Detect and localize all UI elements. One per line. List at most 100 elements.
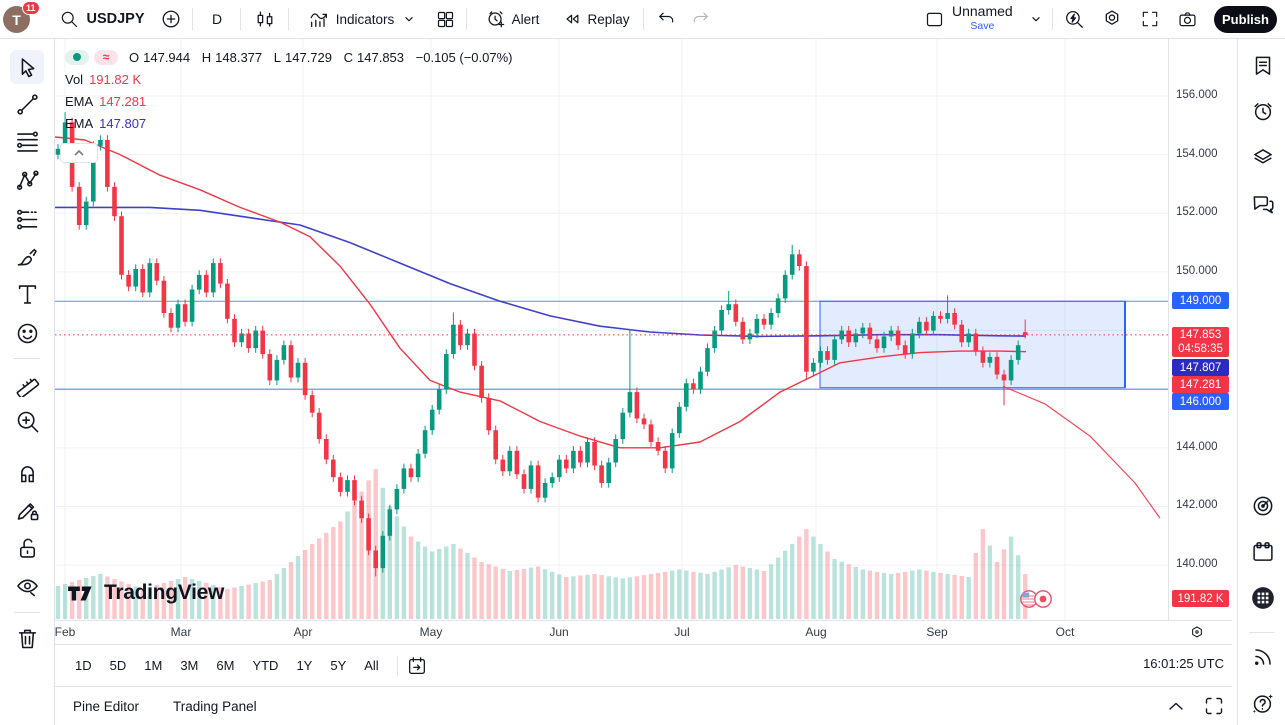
chart-style-button[interactable] — [251, 0, 279, 38]
object-tree-button[interactable] — [1248, 142, 1278, 172]
snapshot-button[interactable] — [1173, 0, 1201, 38]
replay-button[interactable]: Replay — [556, 0, 636, 38]
time-axis[interactable]: Feb Mar Apr May Jun Jul Aug Sep Oct — [55, 620, 1232, 644]
tradingview-logo-icon — [68, 586, 92, 600]
indicators-label: Indicators — [335, 11, 395, 27]
range-button-1d[interactable]: 1D — [75, 658, 92, 673]
undo-icon — [656, 9, 676, 29]
smiley-icon — [14, 320, 41, 347]
help-button[interactable] — [1248, 688, 1278, 718]
right-sidebar — [1237, 39, 1285, 725]
layout-button[interactable] — [920, 0, 948, 38]
indicator-templates-button[interactable] — [431, 0, 459, 38]
symbol-search-button[interactable]: USDJPY — [52, 0, 152, 38]
undo-button[interactable] — [652, 0, 680, 38]
trend-line-tool-button[interactable] — [10, 87, 44, 121]
pencil-lock-icon — [14, 497, 41, 524]
market-status-chip[interactable] — [65, 49, 89, 65]
month-label: Apr — [293, 625, 313, 639]
timezone-settings-icon[interactable] — [1188, 624, 1206, 642]
price-badge: 147.281 — [1172, 376, 1229, 393]
interval-button[interactable]: D — [203, 0, 231, 38]
cursor-tool-button[interactable] — [10, 50, 44, 84]
toolbar-separator — [1052, 8, 1053, 30]
hide-drawings-button[interactable] — [10, 569, 44, 603]
price-tick: 150.000 — [1176, 264, 1218, 277]
range-button-ytd[interactable]: YTD — [252, 658, 279, 673]
text-tool-button[interactable] — [10, 277, 44, 311]
quick-search-button[interactable] — [1060, 0, 1088, 38]
chart-plot-area[interactable]: ≈ O 147.944 H 148.377 L 147.729 C 147.853 −0… — [55, 39, 1168, 620]
clock-utc[interactable]: 16:01:25 UTC — [1143, 656, 1224, 671]
maximize-panel-icon[interactable] — [1202, 694, 1226, 718]
range-button-3m[interactable]: 3M — [180, 658, 199, 673]
cursor-icon — [14, 54, 41, 81]
broadcast-icon — [1250, 644, 1276, 670]
date-range-toolbar: 1D 5D 1M 3M 6M YTD 1Y 5Y All 16:01:25 UTC — [55, 644, 1232, 686]
data-mode-chip[interactable]: ≈ — [94, 49, 118, 65]
price-tick: 140.000 — [1176, 558, 1218, 571]
chat-button[interactable] — [1248, 189, 1278, 219]
drawing-mode-button[interactable] — [10, 493, 44, 527]
market-open-dot-icon — [73, 53, 81, 61]
fib-retracement-tool-button[interactable] — [10, 125, 44, 159]
range-button-5d[interactable]: 5D — [109, 658, 127, 673]
indicators-button[interactable]: Indicators — [300, 0, 424, 38]
brush-tool-button[interactable] — [10, 240, 44, 274]
redo-button[interactable] — [687, 0, 715, 38]
month-label: Aug — [805, 625, 827, 639]
change-value: −0.105 (−0.07%) — [415, 49, 513, 65]
brush-icon — [14, 244, 41, 271]
calendar-button[interactable] — [1248, 537, 1278, 567]
ohlc-values: O 147.944 H 148.377 L 147.729 C 147.853 −0.1… — [129, 49, 513, 65]
tab-trading-panel[interactable]: Trading Panel — [173, 698, 257, 714]
drawing-toolbar — [0, 39, 55, 725]
chart-pane: ≈ O 147.944 H 148.377 L 147.729 C 147.853 −0… — [55, 39, 1232, 725]
price-tick: 152.000 — [1176, 206, 1218, 219]
layout-menu-chevron[interactable] — [1026, 0, 1046, 38]
streams-button[interactable] — [1248, 642, 1278, 672]
legend-collapse-button[interactable] — [60, 143, 98, 163]
watchlist-button[interactable] — [1248, 51, 1278, 81]
tab-pine-editor[interactable]: Pine Editor — [73, 698, 140, 714]
lock-drawings-button[interactable] — [10, 531, 44, 565]
legend-volume-row[interactable]: Vol 191.82 K — [65, 69, 517, 89]
remove-drawings-button[interactable] — [10, 621, 44, 655]
zoom-in-tool-button[interactable] — [10, 404, 44, 438]
price-axis[interactable]: 156.000 154.000 152.000 150.000 144.000 142.0… — [1168, 39, 1232, 620]
more-apps-button[interactable] — [1248, 583, 1278, 613]
range-button-1y[interactable]: 1Y — [296, 658, 313, 673]
forecast-tool-button[interactable] — [10, 202, 44, 236]
alert-button[interactable]: Alert — [476, 0, 548, 38]
chart-legend: ≈ O 147.944 H 148.377 L 147.729 C 147.853 −0… — [65, 47, 517, 135]
range-button-5y[interactable]: 5Y — [330, 658, 347, 673]
month-label: Jun — [549, 625, 569, 639]
go-to-date-icon[interactable] — [406, 655, 428, 677]
alerts-button[interactable] — [1248, 96, 1278, 126]
replay-rewind-icon — [562, 9, 582, 29]
collapse-panel-chevron-icon[interactable] — [1164, 694, 1188, 718]
xabcd-pattern-icon — [14, 167, 41, 194]
pattern-tool-button[interactable] — [10, 163, 44, 197]
chat-bubbles-icon — [1250, 191, 1276, 217]
ema-label: EMA — [65, 115, 94, 131]
watchlist-icon — [1250, 53, 1276, 79]
fullscreen-button[interactable] — [1136, 0, 1164, 38]
emoji-tool-button[interactable] — [10, 316, 44, 350]
layout-name-button[interactable]: Unnamed Save — [952, 3, 1013, 32]
dom-button[interactable] — [1248, 491, 1278, 521]
magnet-tool-button[interactable] — [10, 455, 44, 489]
legend-ema-fast-row[interactable]: EMA 147.281 — [65, 91, 517, 111]
range-button-6m[interactable]: 6M — [216, 658, 235, 673]
measure-tool-button[interactable] — [10, 366, 44, 400]
save-label: Save — [970, 20, 995, 32]
legend-ema-slow-row[interactable]: EMA 147.807 — [65, 113, 517, 133]
range-button-1m[interactable]: 1M — [144, 658, 163, 673]
price-tick: 144.000 — [1176, 440, 1218, 453]
publish-button[interactable]: Publish — [1214, 6, 1277, 33]
price-badge: 146.000 — [1172, 393, 1229, 410]
magnet-icon — [14, 459, 41, 486]
chart-settings-button[interactable] — [1098, 0, 1126, 38]
compare-add-button[interactable] — [158, 0, 184, 38]
range-button-all[interactable]: All — [364, 658, 379, 673]
